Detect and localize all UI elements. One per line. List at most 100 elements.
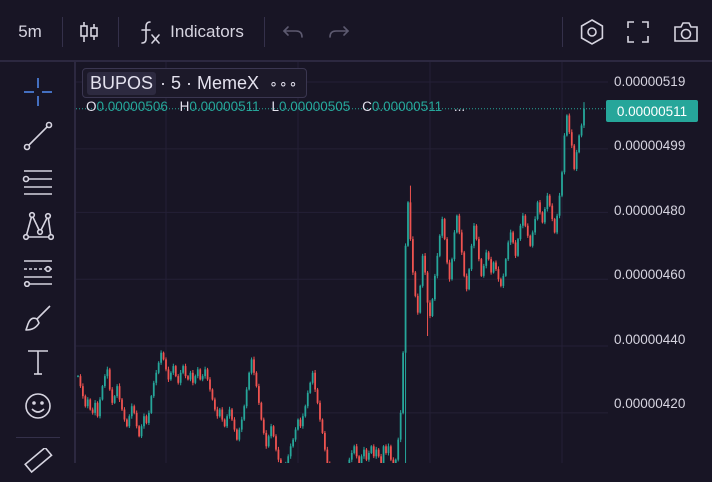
price-axis-label: 0.00000519	[614, 74, 686, 89]
chart-type-button[interactable]	[72, 14, 106, 50]
price-chart[interactable]	[76, 62, 712, 463]
candle-body	[233, 419, 236, 430]
horizontal-lines-tool[interactable]	[18, 164, 58, 200]
candle-body	[470, 245, 473, 270]
emoji-tool[interactable]	[18, 388, 58, 424]
price-axis-label: 0.00000440	[614, 332, 686, 347]
settings-button[interactable]	[574, 14, 610, 50]
candle-body	[458, 215, 461, 233]
trend-line-tool[interactable]	[18, 118, 58, 154]
candle-body	[204, 369, 207, 377]
candle-body	[323, 432, 326, 450]
candle-body	[455, 215, 458, 233]
brush-tool[interactable]	[18, 300, 58, 336]
fullscreen-button[interactable]	[622, 14, 654, 50]
candle-body	[262, 419, 265, 433]
candle-body	[502, 275, 505, 286]
candle-body	[536, 202, 539, 220]
candle-body	[275, 436, 277, 450]
candles-icon	[80, 22, 98, 42]
toolbar-divider	[118, 17, 119, 47]
crosshair-tool[interactable]	[18, 74, 58, 110]
last-price-label: 0.00000511	[606, 100, 698, 122]
crosshair-icon	[24, 78, 52, 106]
candle-body	[565, 115, 568, 136]
candle-body	[468, 269, 471, 290]
candle-body	[267, 436, 270, 447]
candle-body	[546, 195, 549, 210]
candle-body	[438, 235, 441, 256]
candle-body	[580, 125, 583, 136]
candle-body	[372, 446, 375, 457]
candle-body	[529, 235, 532, 246]
indicators-label: Indicators	[170, 22, 244, 41]
candle-body	[169, 372, 172, 380]
candle-body	[424, 255, 427, 273]
candle-body	[370, 446, 373, 453]
candle-body	[377, 449, 380, 457]
candle-body	[179, 372, 182, 383]
candle-body	[79, 376, 82, 387]
candle-body	[319, 402, 321, 420]
candle-body	[194, 376, 197, 383]
candle-body	[216, 409, 219, 417]
price-axis-label: 0.00000480	[614, 203, 686, 218]
fib-tool[interactable]	[18, 254, 58, 290]
candle-body	[451, 259, 453, 280]
chart-grid	[76, 62, 608, 463]
candle-body	[191, 372, 194, 383]
candle-body	[221, 409, 224, 420]
candle-body	[309, 382, 312, 393]
screenshot-button[interactable]	[668, 14, 704, 50]
candle-body	[123, 409, 126, 420]
candle-body	[77, 376, 79, 378]
candle-body	[495, 262, 497, 270]
interval-button[interactable]: 5m	[18, 22, 42, 41]
candle-body	[426, 272, 429, 303]
legend-more-icon[interactable]: ∘∘∘	[269, 74, 299, 91]
candle-body	[155, 372, 158, 383]
candle-body	[399, 412, 402, 440]
candle-body	[218, 409, 221, 417]
candle-body	[519, 225, 522, 240]
symbol-name: BUPOS	[87, 71, 157, 95]
symbol-box[interactable]: BUPOS · 5 · MemeX ∘∘∘	[82, 68, 308, 98]
candle-body	[448, 262, 451, 280]
candle-body	[306, 392, 309, 407]
candle-body	[441, 219, 444, 236]
candle-body	[541, 212, 544, 223]
ruler-tool[interactable]	[18, 446, 58, 482]
pattern-tool[interactable]	[18, 208, 58, 244]
candle-body	[174, 366, 177, 377]
toolbar-divider	[62, 17, 63, 47]
camera-icon	[674, 22, 698, 42]
fx-icon	[141, 21, 160, 44]
candle-body	[387, 446, 390, 453]
high-value: 0.00000511	[189, 99, 260, 114]
candle-body	[531, 232, 534, 246]
candle-body	[231, 409, 233, 420]
candlestick-series	[77, 102, 585, 463]
candle-body	[436, 255, 439, 276]
candle-body	[211, 389, 214, 400]
candle-body	[182, 366, 185, 373]
candle-body	[213, 399, 216, 410]
candle-body	[199, 369, 202, 380]
candle-body	[380, 456, 383, 463]
candle-body	[453, 232, 456, 260]
candle-body	[568, 115, 571, 133]
candle-body	[140, 426, 143, 437]
candle-body	[289, 446, 292, 457]
undo-icon	[282, 26, 303, 38]
candle-body	[238, 429, 241, 440]
candle-body	[265, 432, 268, 447]
indicators-button[interactable]: Indicators	[130, 14, 252, 50]
candle-body	[543, 209, 546, 223]
candle-body	[99, 399, 101, 417]
candle-body	[561, 172, 563, 196]
redo-button[interactable]	[324, 14, 354, 50]
candle-body	[504, 259, 507, 276]
text-tool[interactable]	[18, 344, 58, 380]
undo-button[interactable]	[278, 14, 308, 50]
toolbar-divider	[562, 17, 563, 47]
